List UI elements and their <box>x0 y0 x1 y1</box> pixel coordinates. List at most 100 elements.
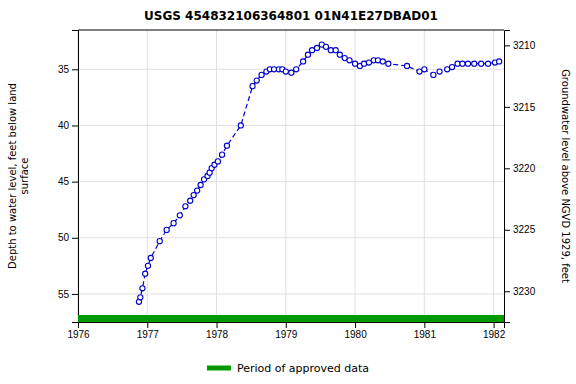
tick-mark <box>147 322 148 328</box>
tick-label: 1978 <box>206 329 229 340</box>
tick: 55 <box>58 289 78 300</box>
tick-mark <box>72 294 78 295</box>
point <box>431 72 436 77</box>
marks <box>136 42 501 304</box>
point <box>259 72 264 77</box>
grid-line-y <box>78 293 504 294</box>
point <box>219 152 224 157</box>
grid-line-x <box>216 30 217 322</box>
y-axis-title: Depth to water level, feet below landsur… <box>7 83 30 269</box>
tick-mark <box>494 322 495 328</box>
grid-line-x <box>493 30 494 322</box>
point <box>479 61 484 66</box>
point <box>305 52 310 57</box>
point <box>254 78 259 83</box>
point <box>145 263 150 268</box>
x-axis: 1976197719781979198019811982 <box>67 322 505 340</box>
tick-mark <box>72 69 78 70</box>
point <box>138 295 143 300</box>
point <box>404 63 409 68</box>
tick-label: 45 <box>58 176 70 187</box>
tick: 3225 <box>504 224 536 235</box>
y2-axis-line <box>505 31 511 323</box>
point <box>337 52 342 57</box>
point <box>283 69 288 74</box>
x-axis-line <box>79 323 505 329</box>
tick: 1978 <box>206 322 229 340</box>
point <box>164 227 169 232</box>
tick-mark <box>504 230 510 231</box>
tick-mark <box>355 322 356 328</box>
y-axis-line <box>72 31 79 323</box>
tick-label: 1982 <box>483 329 506 340</box>
grid-line-y <box>78 181 504 182</box>
tick: 1977 <box>137 322 160 340</box>
point <box>198 182 203 187</box>
tick: 35 <box>58 64 78 75</box>
point <box>465 61 470 66</box>
tick-label: 3220 <box>513 163 536 174</box>
tick: 3215 <box>504 102 536 113</box>
point <box>472 61 477 66</box>
point <box>323 44 328 49</box>
grid-line-x <box>424 30 425 322</box>
frame-top <box>78 30 504 31</box>
approved-period-band <box>78 315 504 322</box>
plot: 1976197719781979198019811982354045505532… <box>58 30 536 340</box>
grid-line-y <box>78 237 504 238</box>
tick: 1979 <box>275 322 298 340</box>
grid-line-y <box>78 125 504 126</box>
tick-mark <box>72 125 78 126</box>
point <box>171 221 176 226</box>
tick: 1982 <box>483 322 506 340</box>
title: USGS 454832106364801 01N41E27DBAD01 <box>144 9 438 23</box>
point <box>215 159 220 164</box>
tick: 3220 <box>504 163 536 174</box>
tick: 3210 <box>504 40 536 51</box>
tick-mark <box>424 322 425 328</box>
point <box>449 64 454 69</box>
y2-axis: 3210 3215 3220 3225 3230 <box>504 31 536 323</box>
y2-axis-title: Groundwater level above NGVD 1929, feet <box>560 69 571 283</box>
tick-label: 40 <box>58 120 70 131</box>
point <box>333 48 338 53</box>
line <box>139 45 499 302</box>
point <box>238 123 243 128</box>
tick: 1981 <box>414 322 437 340</box>
tick-label: 3215 <box>513 102 536 113</box>
tick-label: 3210 <box>513 40 536 51</box>
tick-mark <box>504 107 510 108</box>
point <box>183 204 188 209</box>
point <box>437 69 442 74</box>
point <box>380 59 385 64</box>
point <box>140 286 145 291</box>
tick-mark <box>217 322 218 328</box>
point <box>497 59 502 64</box>
point <box>157 239 162 244</box>
tick-label: 50 <box>58 232 70 243</box>
tick-mark <box>504 168 510 169</box>
tick-label: 1977 <box>137 329 160 340</box>
tick-mark <box>504 45 510 46</box>
tick-mark <box>504 291 510 292</box>
point <box>289 70 294 75</box>
point <box>143 271 148 276</box>
point <box>314 45 319 50</box>
tick-label: 3225 <box>513 224 536 235</box>
tick: 40 <box>58 120 78 131</box>
legend: Period of approved data <box>207 362 369 375</box>
grid <box>78 30 504 322</box>
point <box>148 255 153 260</box>
point <box>485 61 490 66</box>
tick-label: 1979 <box>275 329 298 340</box>
grid-line-x <box>147 30 148 322</box>
point <box>294 67 299 72</box>
tick: 3230 <box>504 286 536 297</box>
legend-item: Period of approved data <box>207 362 369 375</box>
tick-label: 35 <box>58 64 70 75</box>
legend-label: Period of approved data <box>237 362 369 375</box>
point <box>347 58 352 63</box>
tick-label: 55 <box>58 289 70 300</box>
tick-label: 1981 <box>414 329 437 340</box>
tick-mark <box>72 238 78 239</box>
